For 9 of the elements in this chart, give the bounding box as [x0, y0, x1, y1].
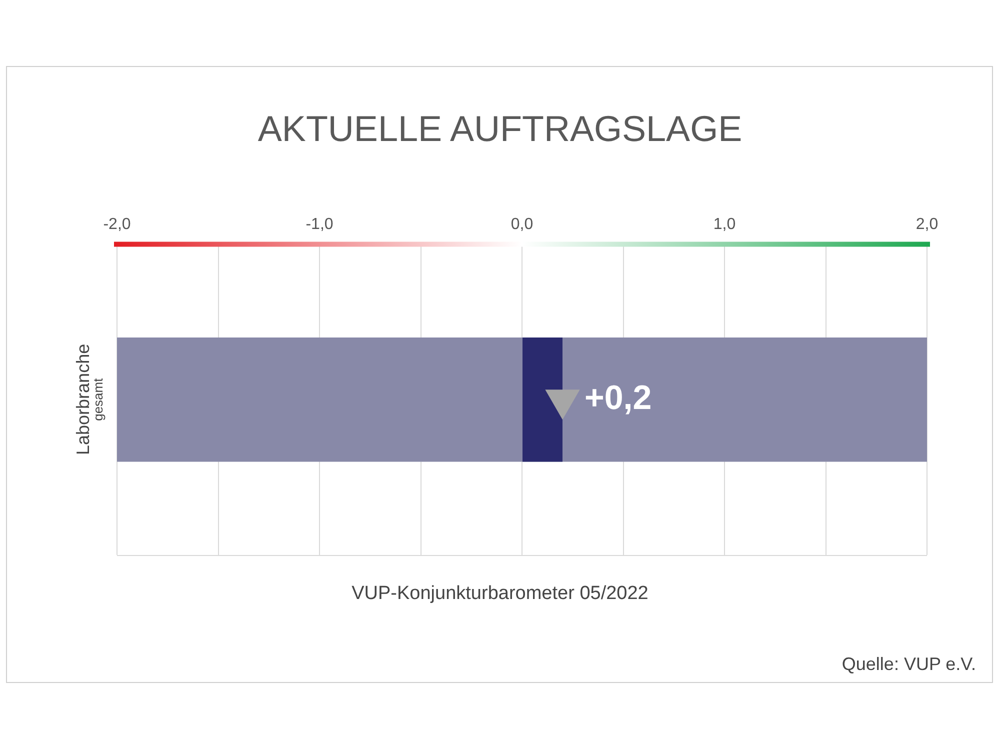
x-tick-label: -2,0 — [103, 216, 131, 234]
x-axis-title: VUP-Konjunkturbarometer 05/2022 — [350, 583, 650, 605]
x-tick-label: 0,0 — [510, 216, 534, 234]
x-tick-label: 1,0 — [713, 216, 736, 234]
x-tick-label: 2,0 — [916, 216, 938, 234]
source-note: Quelle: VUP e.V. — [842, 654, 976, 675]
chart-title: AKTUELLE AUFTRAGSLAGE — [256, 108, 744, 150]
data-label: +0,2 — [584, 378, 652, 417]
x-tick-label: -1,0 — [306, 216, 334, 234]
